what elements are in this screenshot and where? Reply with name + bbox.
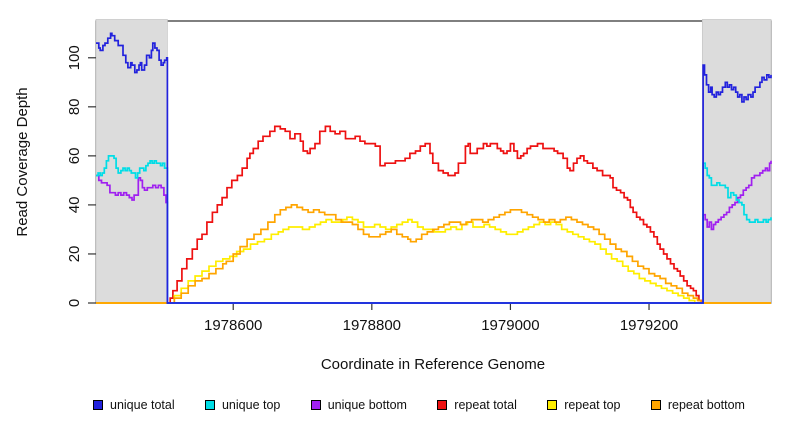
y-tick-label: 40 <box>66 197 83 214</box>
legend-swatch-unique-top <box>204 400 215 410</box>
legend-item-repeat-bottom: repeat bottom <box>650 398 745 412</box>
x-tick-label: 1979000 <box>481 317 539 334</box>
legend-swatch-repeat-bottom <box>650 400 661 410</box>
y-tick-label: 100 <box>66 45 83 70</box>
series-line-repeat-top <box>96 216 771 304</box>
series-line-repeat-bottom <box>96 204 771 304</box>
legend-item-repeat-total: repeat total <box>437 398 517 412</box>
legend-label: repeat bottom <box>667 398 745 412</box>
shaded-region-right <box>701 19 772 304</box>
x-axis-label: Coordinate in Reference Genome <box>321 356 545 373</box>
series-line-unique-total <box>96 32 772 304</box>
y-tick-label: 60 <box>66 148 83 165</box>
legend-label: repeat total <box>454 398 517 412</box>
legend-swatch-repeat-total <box>437 400 448 410</box>
legend-item-repeat-top: repeat top <box>547 398 620 412</box>
y-tick-label: 0 <box>66 299 83 307</box>
series-line-unique-top <box>96 155 772 304</box>
x-tick-label: 1978800 <box>343 317 401 334</box>
legend-swatch-unique-total <box>93 400 103 410</box>
legend-label: unique bottom <box>327 398 407 412</box>
x-tick-label: 1978600 <box>204 317 262 334</box>
legend-item-unique-total: unique total <box>93 398 175 412</box>
legend-label: unique total <box>110 398 175 412</box>
plot-area: 0 20 40 60 80 100 1978600 1978800 1979000 1979200 <box>66 19 772 334</box>
x-tick-label: 1979200 <box>620 317 678 334</box>
legend-item-unique-bottom: unique bottom <box>310 398 407 412</box>
legend-label: unique top <box>221 398 281 412</box>
legend-label: repeat top <box>564 398 621 412</box>
y-axis-label: Read Coverage Depth <box>14 87 31 236</box>
legend-item-unique-top: unique top <box>204 398 281 412</box>
series-line-repeat-total <box>96 125 771 304</box>
legend-swatch-unique-bottom <box>310 400 321 410</box>
y-tick-label: 20 <box>66 246 83 263</box>
y-tick-label: 80 <box>66 98 83 115</box>
legend: unique total unique top unique bottom repea… <box>93 398 745 412</box>
legend-swatch-repeat-top <box>547 400 558 410</box>
